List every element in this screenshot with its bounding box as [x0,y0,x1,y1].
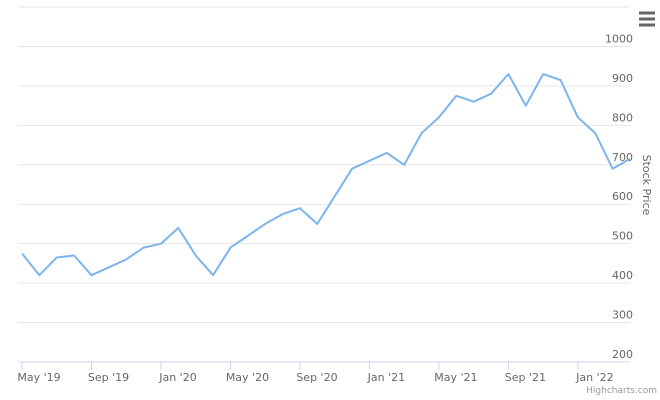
x-tick-label: May '19 [17,371,60,384]
y-tick-label: 500 [612,230,633,243]
x-tick-label: May '21 [434,371,477,384]
menu-icon[interactable] [639,11,655,27]
y-tick-label: 800 [612,111,633,124]
x-tick-label: Sep '20 [296,371,337,384]
y-axis-title: Stock Price [640,155,653,216]
y-tick-label: 200 [612,348,633,361]
x-tick-label: Sep '19 [88,371,129,384]
price-line [21,73,631,277]
x-tick-label: Jan '21 [367,371,405,384]
y-tick-label: 900 [612,72,633,85]
y-tick-label: 600 [612,190,633,203]
x-tick-label: May '20 [226,371,269,384]
x-tick-label: Jan '22 [575,371,613,384]
y-tick-label: 1000 [605,32,633,45]
y-tick-label: 400 [612,269,633,282]
credits: Highcharts.com [586,386,657,396]
x-tick-label: Sep '21 [505,371,546,384]
y-tick-label: 700 [612,151,633,164]
x-tick-label: Jan '20 [158,371,196,384]
y-tick-label: 300 [612,309,633,322]
